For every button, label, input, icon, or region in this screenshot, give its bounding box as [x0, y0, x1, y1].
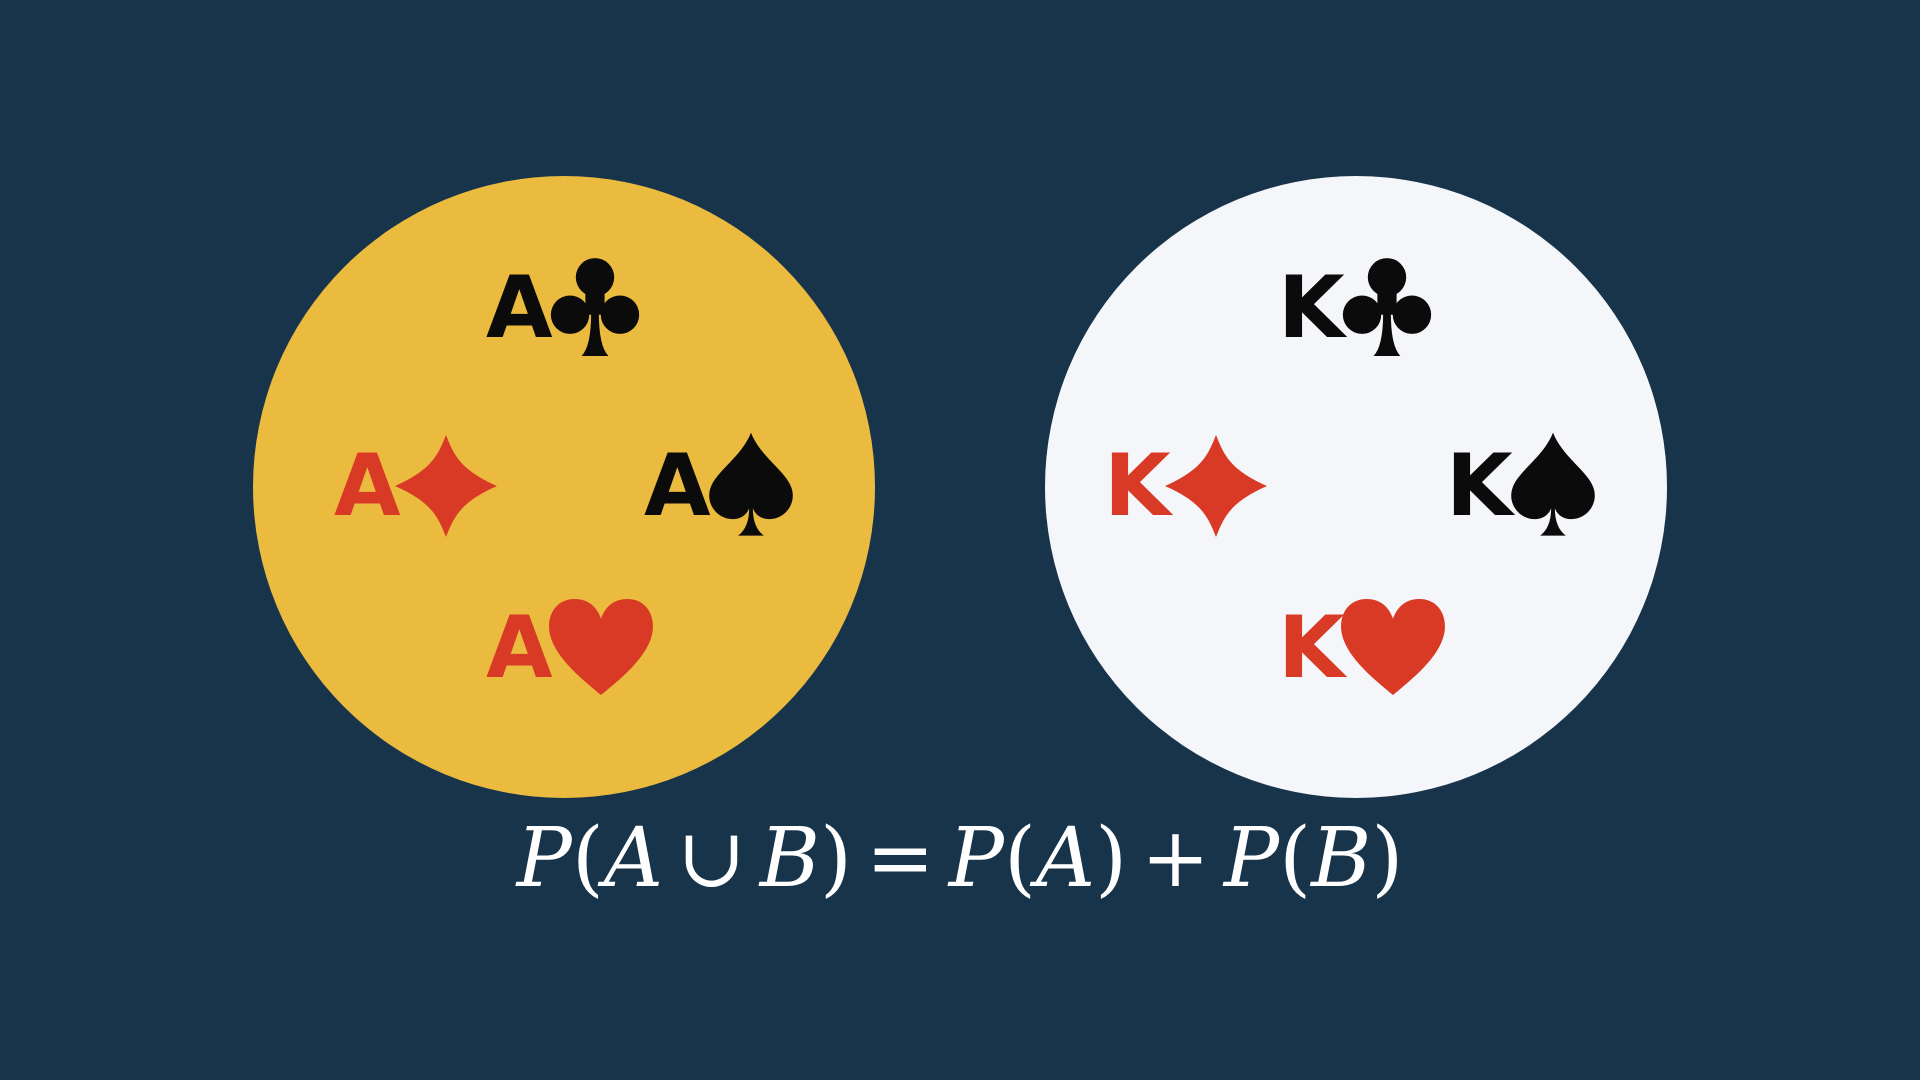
- spade-icon: [705, 430, 797, 542]
- formula-close-paren: ): [1371, 811, 1404, 906]
- card-ace-of-spades: A: [644, 426, 797, 546]
- formula-plus: +: [1141, 811, 1210, 906]
- card-rank: A: [334, 436, 401, 536]
- formula-p: P: [1223, 811, 1280, 906]
- diamond-icon: [1165, 434, 1267, 538]
- formula-open-paren: (: [571, 811, 604, 906]
- formula-p: P: [516, 811, 572, 906]
- heart-icon: [1339, 599, 1447, 697]
- card-rank: K: [1446, 436, 1513, 536]
- addition-rule-formula: P(A ∪ B) = P(A) + P(B): [0, 818, 1920, 900]
- card-rank: K: [1278, 598, 1345, 698]
- card-rank: K: [1104, 436, 1171, 536]
- card-king-of-hearts: K: [1278, 588, 1447, 708]
- heart-icon: [547, 599, 655, 697]
- card-king-of-clubs: K: [1278, 248, 1435, 368]
- diamond-icon: [395, 434, 497, 538]
- formula-b: B: [1311, 811, 1372, 906]
- formula-equals: =: [866, 811, 935, 906]
- card-rank: K: [1278, 258, 1345, 358]
- card-rank: A: [644, 436, 711, 536]
- formula-close-paren: ): [1095, 811, 1128, 906]
- card-ace-of-diamonds: A: [334, 426, 497, 546]
- club-icon: [547, 254, 643, 362]
- card-rank: A: [486, 258, 553, 358]
- formula-a: A: [603, 811, 664, 906]
- card-ace-of-hearts: A: [486, 588, 655, 708]
- formula-open-paren: (: [1279, 811, 1312, 906]
- formula-p: P: [948, 811, 1004, 906]
- formula-open-paren: (: [1003, 811, 1036, 906]
- card-rank: A: [486, 598, 553, 698]
- card-king-of-spades: K: [1446, 426, 1599, 546]
- formula-close-paren: ): [820, 811, 853, 906]
- formula-union: ∪: [677, 811, 746, 906]
- formula-b: B: [759, 811, 821, 906]
- spade-icon: [1507, 430, 1599, 542]
- card-ace-of-clubs: A: [486, 248, 643, 368]
- club-icon: [1339, 254, 1435, 362]
- card-king-of-diamonds: K: [1104, 426, 1267, 546]
- formula-a: A: [1035, 811, 1096, 906]
